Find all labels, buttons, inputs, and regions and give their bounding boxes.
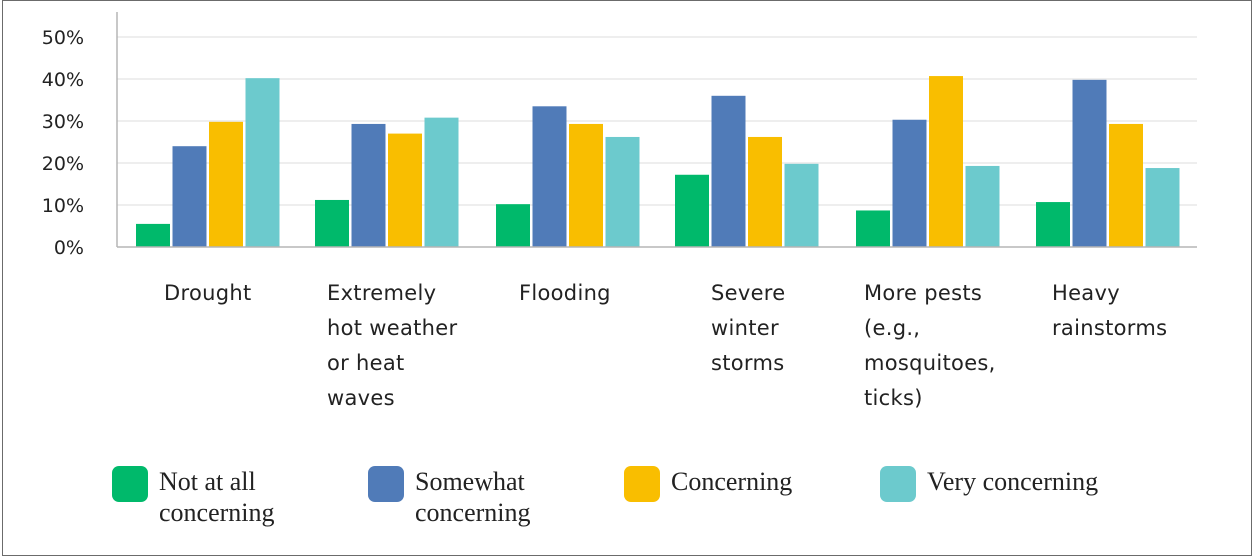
bar (606, 137, 640, 247)
bar (1073, 80, 1107, 247)
bar (893, 120, 927, 247)
bar (1036, 202, 1070, 247)
legend-item: Not at all concerning (112, 466, 275, 528)
x-category-label: More pests (e.g., mosquitoes, ticks) (864, 276, 996, 416)
bar (856, 210, 890, 247)
y-tick-label: 30% (42, 111, 84, 133)
legend-item: Somewhat concerning (368, 466, 531, 528)
bar (1109, 124, 1143, 247)
bar (425, 118, 459, 247)
y-tick-label: 50% (42, 27, 84, 49)
y-tick-label: 40% (42, 69, 84, 91)
bar (496, 204, 530, 247)
legend-label: Not at all concerning (159, 466, 275, 528)
legend-label: Somewhat concerning (415, 466, 531, 528)
legend-swatch (880, 466, 916, 502)
legend-label: Very concerning (927, 466, 1098, 497)
bar (966, 166, 1000, 247)
x-category-label: Flooding (519, 276, 611, 311)
bar (136, 224, 170, 247)
x-category-label: Heavy rainstorms (1052, 276, 1167, 346)
bar (246, 78, 280, 247)
legend-item: Very concerning (880, 466, 1098, 502)
legend-swatch (368, 466, 404, 502)
legend-swatch (112, 466, 148, 502)
y-tick-label: 0% (54, 237, 84, 259)
bar (748, 137, 782, 247)
bar (209, 122, 243, 247)
bar (929, 76, 963, 247)
x-category-label: Drought (164, 276, 251, 311)
bars (136, 76, 1180, 247)
bar (173, 146, 207, 247)
bar (675, 175, 709, 247)
legend-label: Concerning (671, 466, 792, 497)
bar (1146, 168, 1180, 247)
bar (712, 96, 746, 247)
x-category-label: Extremely hot weather or heat waves (327, 276, 457, 416)
bar (533, 106, 567, 247)
y-tick-label: 10% (42, 195, 84, 217)
bar (388, 134, 422, 247)
legend-swatch (624, 466, 660, 502)
bar (315, 200, 349, 247)
y-tick-label: 20% (42, 153, 84, 175)
bar (785, 164, 819, 247)
bar (569, 124, 603, 247)
bar (352, 124, 386, 247)
legend-item: Concerning (624, 466, 792, 502)
x-category-label: Severe winter storms (711, 276, 786, 381)
